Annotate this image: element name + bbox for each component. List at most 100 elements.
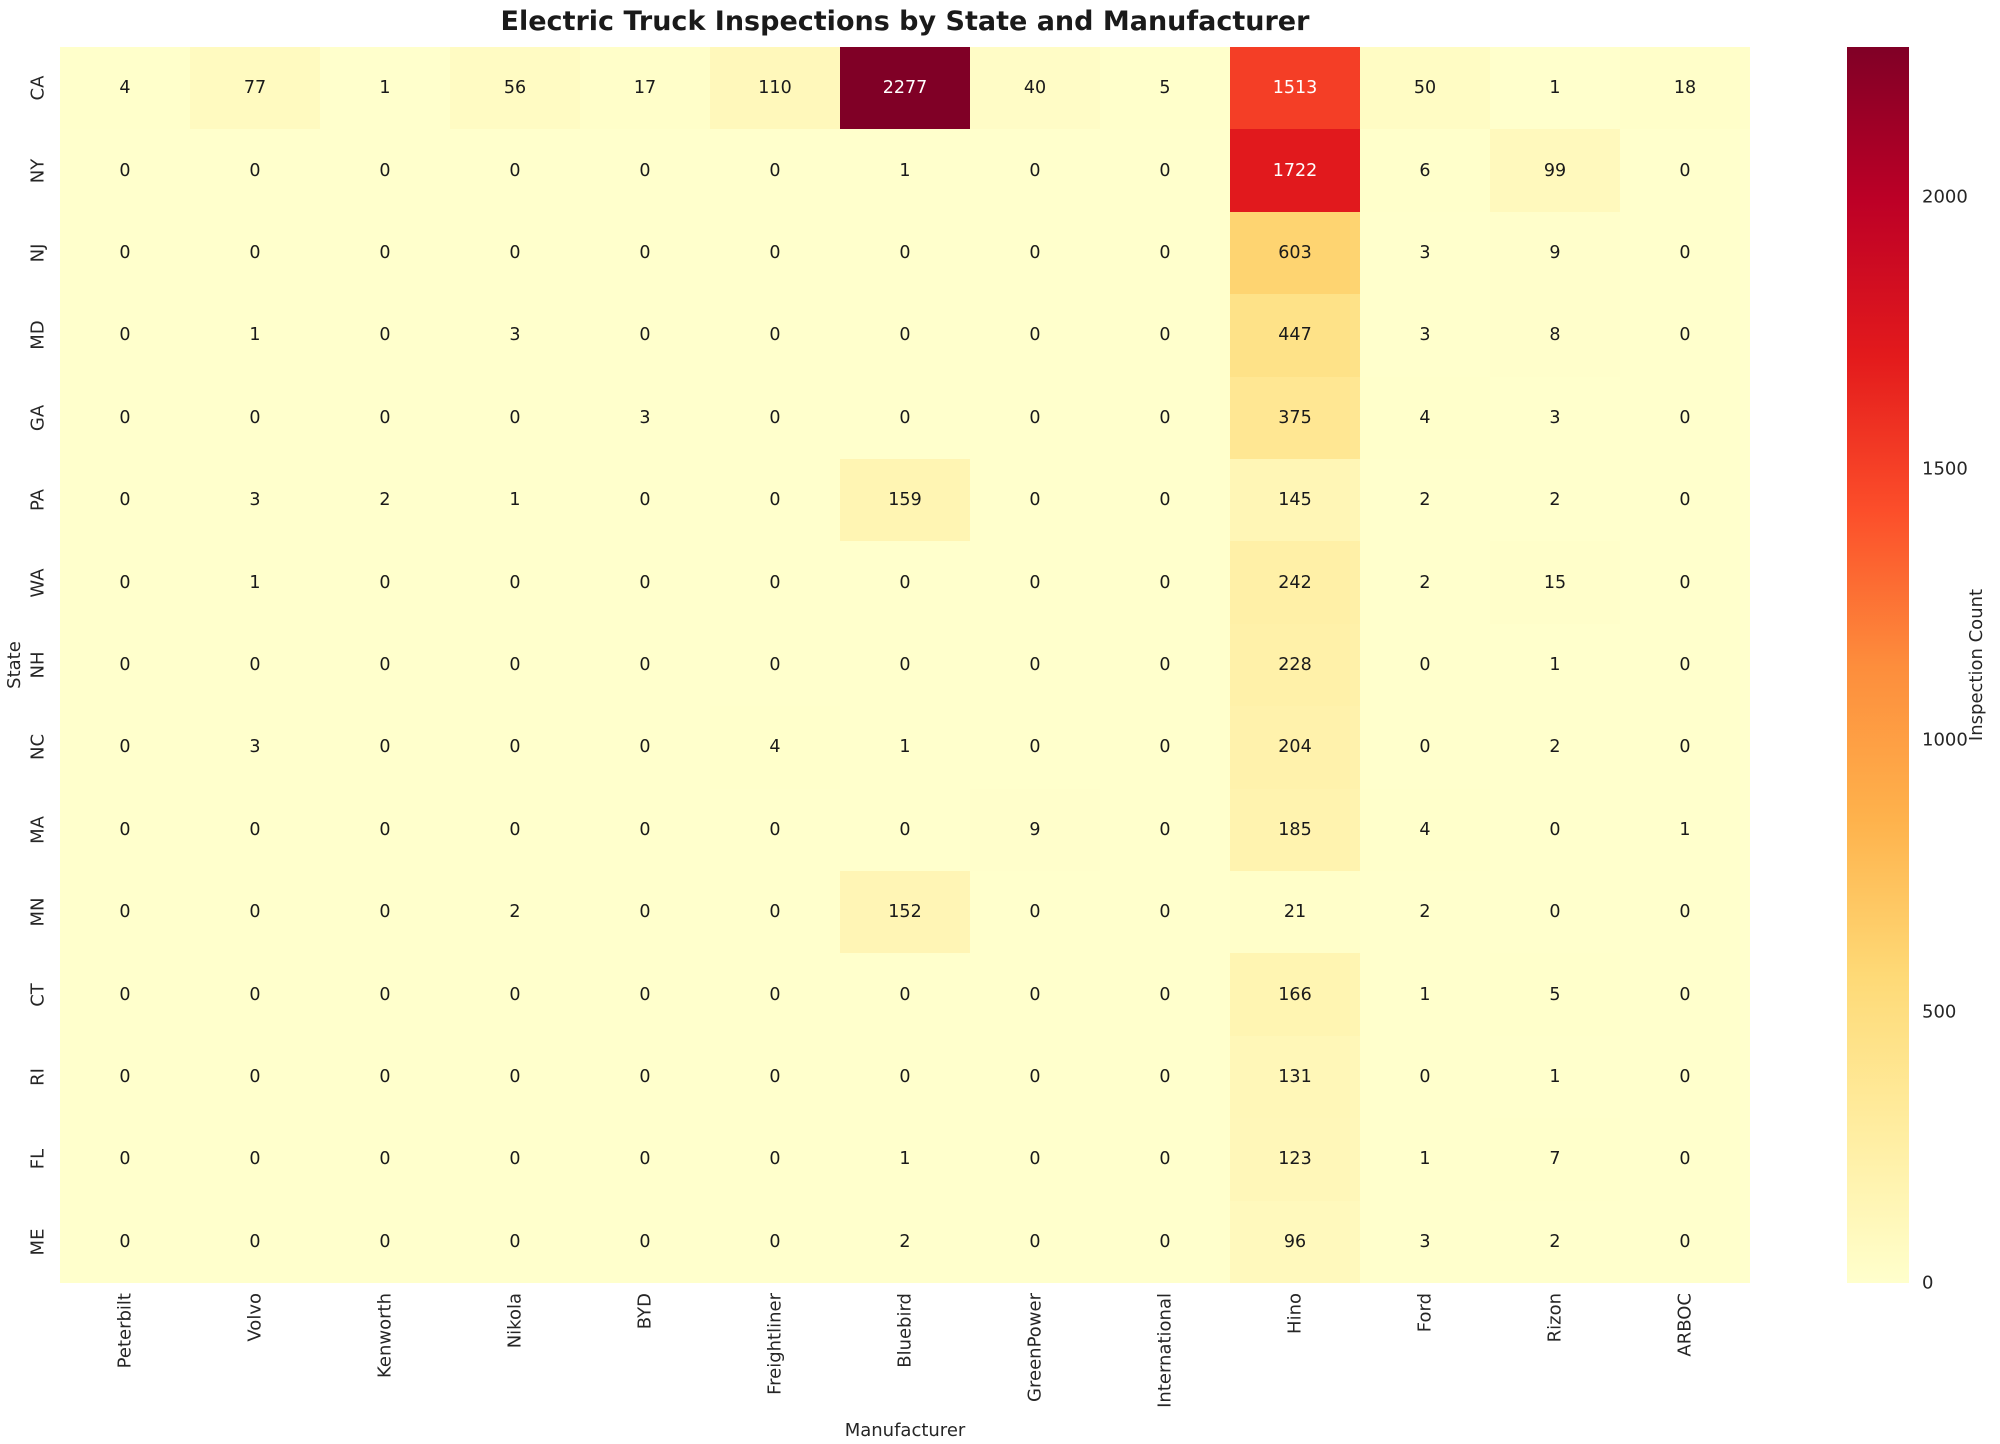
heatmap-cell: 0 (1100, 953, 1230, 1036)
x-tick-label: Volvo (244, 1293, 266, 1342)
heatmap-cell: 0 (320, 871, 450, 954)
heatmap-cell: 0 (450, 1118, 580, 1201)
heatmap-cell: 0 (190, 953, 320, 1036)
heatmap-cell: 0 (1620, 1118, 1750, 1201)
heatmap-cell: 0 (1360, 1035, 1490, 1119)
x-axis-label: Manufacturer (844, 1420, 966, 1441)
heatmap-cell: 4 (60, 47, 190, 130)
heatmap-cell: 0 (840, 953, 970, 1036)
heatmap-cell: 18 (1620, 47, 1750, 130)
heatmap-cell: 6 (1360, 129, 1490, 212)
heatmap-cell: 447 (1230, 294, 1360, 377)
heatmap-cell: 159 (840, 459, 970, 542)
heatmap-cell: 0 (320, 129, 450, 212)
y-tick-label: WA (27, 568, 49, 598)
heatmap-cell: 0 (1620, 623, 1750, 707)
heatmap-cell: 110 (710, 47, 840, 130)
heatmap-cell: 2 (1360, 541, 1490, 624)
heatmap-cell: 2 (1490, 1200, 1620, 1283)
heatmap-cell: 0 (970, 129, 1100, 212)
heatmap-cell: 0 (60, 623, 190, 707)
heatmap-cell: 2 (1360, 871, 1490, 954)
heatmap-cell: 2277 (840, 47, 970, 130)
heatmap-cell: 0 (1100, 788, 1230, 871)
y-tick-label: FL (27, 1149, 49, 1170)
heatmap-cell: 0 (450, 706, 580, 789)
x-tick-label: Ford (1414, 1293, 1436, 1333)
x-tick-label: Hino (1284, 1293, 1306, 1334)
heatmap-cell: 0 (60, 1118, 190, 1201)
heatmap-cell: 0 (710, 953, 840, 1036)
heatmap-cell: 0 (1100, 294, 1230, 377)
heatmap-cell: 0 (320, 1118, 450, 1201)
heatmap-cell: 603 (1230, 211, 1360, 295)
heatmap-cell: 3 (580, 376, 710, 459)
heatmap-cell: 0 (580, 1200, 710, 1283)
heatmap-cell: 0 (450, 1035, 580, 1119)
heatmap-cell: 0 (190, 376, 320, 459)
heatmap-cell: 0 (1620, 376, 1750, 459)
heatmap-cell: 0 (1100, 459, 1230, 542)
heatmap-cell: 2 (1490, 459, 1620, 542)
y-tick-label: NJ (27, 243, 49, 263)
heatmap-cell: 0 (60, 129, 190, 212)
heatmap-cell: 0 (1100, 541, 1230, 624)
heatmap-cell: 0 (60, 1200, 190, 1283)
heatmap-cell: 0 (1620, 871, 1750, 954)
heatmap-cell: 0 (190, 1118, 320, 1201)
colorbar-tick-label: 1000 (1922, 729, 1968, 751)
y-tick-label: CA (27, 75, 49, 101)
heatmap-cell: 0 (1620, 211, 1750, 295)
heatmap-cell: 0 (580, 871, 710, 954)
heatmap-cell: 0 (970, 376, 1100, 459)
heatmap-cell: 0 (580, 211, 710, 295)
heatmap-cell: 3 (1490, 376, 1620, 459)
heatmap-cell: 3 (190, 459, 320, 542)
heatmap-cell: 0 (60, 459, 190, 542)
heatmap-cell: 0 (1360, 706, 1490, 789)
heatmap-cell: 7 (1490, 1118, 1620, 1201)
heatmap-cell: 0 (1100, 1035, 1230, 1119)
heatmap-cell: 4 (1360, 376, 1490, 459)
heatmap-cell: 0 (1100, 706, 1230, 789)
heatmap-cell: 0 (1620, 294, 1750, 377)
heatmap-cell: 0 (840, 294, 970, 377)
heatmap-cell: 1 (450, 459, 580, 542)
heatmap-cell: 0 (60, 706, 190, 789)
heatmap-cell: 0 (1620, 459, 1750, 542)
heatmap-cell: 1 (1490, 1035, 1620, 1119)
heatmap-cell: 0 (1100, 1118, 1230, 1201)
x-tick-label: Freightliner (764, 1293, 786, 1395)
heatmap-cell: 3 (1360, 294, 1490, 377)
x-tick-label: BYD (634, 1293, 656, 1330)
heatmap-cell: 0 (190, 788, 320, 871)
heatmap-cell: 99 (1490, 129, 1620, 212)
heatmap-cell: 0 (320, 1200, 450, 1283)
y-tick-label: ME (27, 1228, 49, 1256)
heatmap-cell: 0 (190, 623, 320, 707)
heatmap-cell: 0 (450, 1200, 580, 1283)
x-tick-label: ARBOC (1674, 1293, 1696, 1357)
heatmap-cell: 185 (1230, 788, 1360, 871)
heatmap-cell: 0 (60, 953, 190, 1036)
heatmap-cell: 1 (190, 294, 320, 377)
heatmap-cell: 0 (450, 788, 580, 871)
heatmap-cell: 0 (1620, 129, 1750, 212)
heatmap-cell: 0 (710, 871, 840, 954)
heatmap-cell: 1722 (1230, 129, 1360, 212)
heatmap-cell: 0 (580, 541, 710, 624)
heatmap-cell: 0 (710, 1200, 840, 1283)
y-tick-label: MD (27, 320, 49, 351)
heatmap-cell: 0 (190, 871, 320, 954)
heatmap-cell: 40 (970, 47, 1100, 130)
heatmap-cell: 0 (710, 1035, 840, 1119)
heatmap-cell: 4 (710, 706, 840, 789)
heatmap-cell: 8 (1490, 294, 1620, 377)
heatmap-cell: 0 (320, 294, 450, 377)
heatmap-cell: 0 (320, 541, 450, 624)
heatmap-cell: 1 (190, 541, 320, 624)
heatmap-cell: 0 (710, 1118, 840, 1201)
y-axis-label: State (4, 641, 25, 689)
heatmap-cell: 0 (1620, 706, 1750, 789)
